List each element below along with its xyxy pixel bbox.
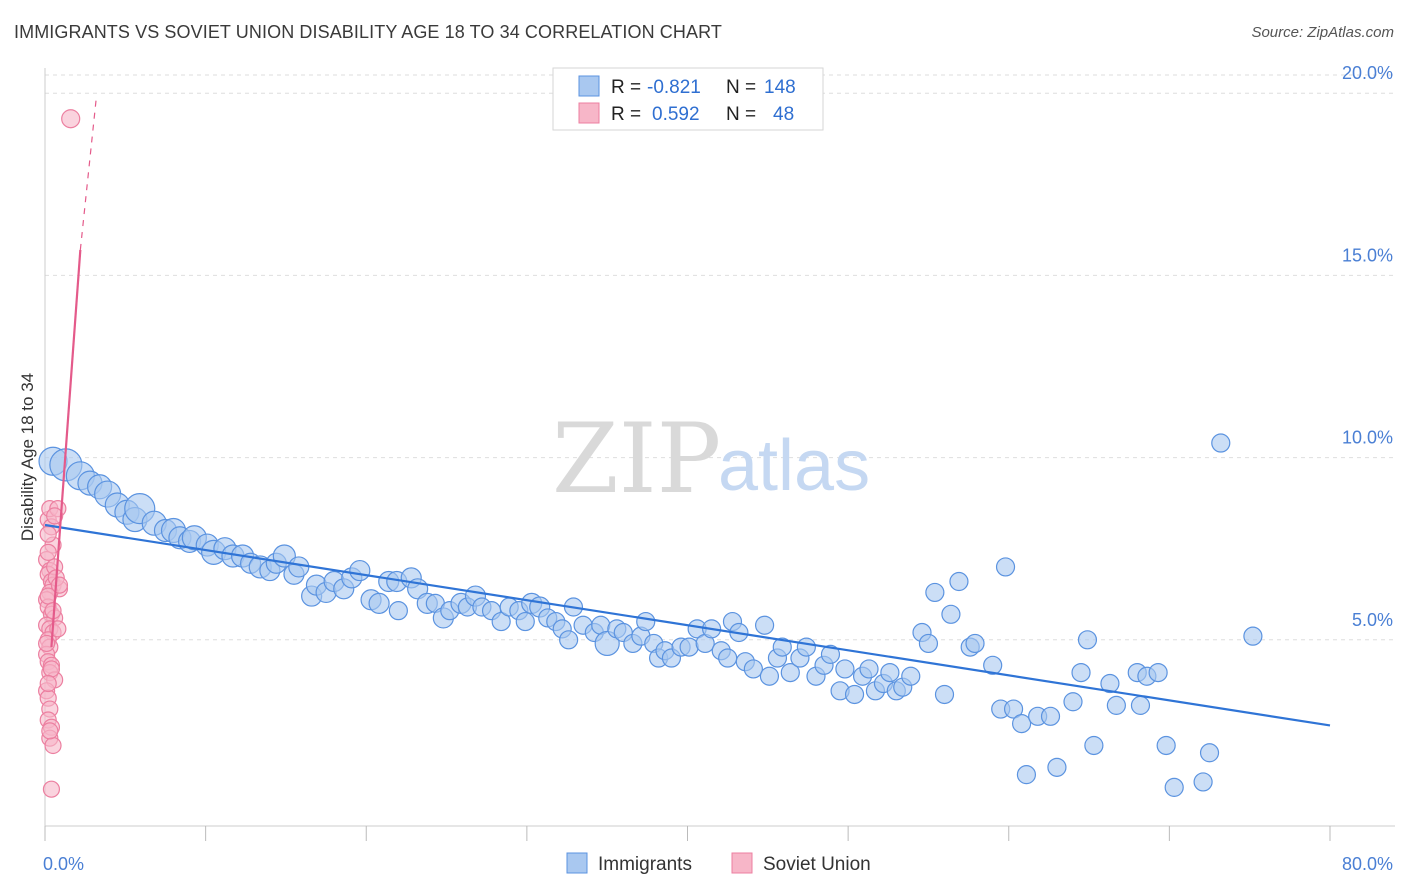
soviet-union-point: [50, 576, 69, 594]
bottom-legend-label-immigrants: Immigrants: [598, 854, 692, 875]
immigrants-point: [949, 571, 969, 592]
immigrants-point: [1243, 626, 1263, 646]
watermark-zip: ZIP: [552, 403, 721, 515]
soviet-union-point: [61, 109, 81, 129]
immigrants-point: [859, 659, 879, 679]
immigrants-point: [1047, 757, 1067, 777]
immigrants-point: [1164, 777, 1184, 797]
legend-r-value-2: 0.592: [652, 104, 700, 125]
legend-swatch-soviet-union: [578, 102, 600, 124]
immigrants-point: [1071, 662, 1091, 683]
immigrants-point: [1148, 662, 1168, 683]
immigrants-point: [1130, 695, 1151, 715]
immigrants-point: [780, 662, 800, 683]
immigrants-point: [983, 655, 1003, 675]
immigrants-point: [759, 666, 780, 686]
immigrants-point: [1106, 695, 1126, 715]
legend-n-label-2: N =: [726, 104, 756, 125]
legend-n-value-1: 148: [764, 77, 796, 98]
immigrants-point: [1084, 735, 1104, 756]
immigrants-point: [965, 633, 985, 654]
immigrants-point: [772, 637, 792, 657]
immigrants-point: [995, 557, 1016, 577]
immigrants-point: [844, 684, 865, 705]
x-tick-label-0: 0.0%: [43, 854, 84, 874]
series-legend: Immigrants Soviet Union: [566, 852, 871, 875]
source-label: Source: ZipAtlas.com: [1251, 24, 1394, 41]
immigrants-point: [349, 559, 371, 582]
immigrants-point: [1063, 692, 1083, 712]
soviet-union-point: [44, 736, 62, 755]
immigrants-point: [1016, 765, 1037, 785]
immigrants-point: [636, 611, 656, 632]
watermark-atlas: atlas: [718, 426, 870, 506]
trend-lines: [44, 96, 1331, 727]
immigrants-point: [835, 659, 855, 679]
legend-n-label-1: N =: [726, 77, 756, 98]
immigrants-point: [1156, 735, 1176, 756]
soviet-union-point: [42, 780, 61, 798]
axes: [44, 68, 1395, 841]
y-tick-label-1: 10.0%: [1342, 428, 1393, 448]
immigrants-point: [934, 684, 955, 705]
y-axis-label: Disability Age 18 to 34: [18, 373, 37, 541]
legend-n-value-2: 48: [773, 104, 794, 125]
immigrants-point: [1003, 699, 1024, 719]
immigrants-point: [491, 611, 511, 632]
immigrants-point: [1040, 706, 1061, 726]
immigrants-point: [288, 556, 310, 578]
immigrants-point: [368, 592, 390, 614]
immigrants-point: [559, 630, 579, 650]
legend-r-label-2: R =: [611, 104, 641, 125]
soviet-union-point: [41, 722, 59, 740]
x-tick-label-1: 80.0%: [1342, 854, 1393, 874]
immigrants-point: [679, 637, 699, 657]
y-tick-label-2: 15.0%: [1342, 245, 1393, 265]
legend-swatch-immigrants: [578, 75, 600, 97]
soviet-union-point: [38, 634, 56, 653]
immigrants-point: [1100, 673, 1120, 694]
soviet-union-point: [46, 507, 64, 525]
immigrants-point: [754, 615, 775, 635]
soviet-union-point: [39, 674, 57, 693]
immigrants-point: [1211, 433, 1231, 453]
soviet-union-point: [39, 525, 57, 543]
soviet-union-point: [42, 660, 61, 678]
immigrants-point: [1199, 743, 1220, 763]
immigrants-point: [1011, 714, 1032, 734]
immigrants-point: [718, 648, 738, 668]
bottom-legend-swatch-immigrants: [566, 852, 588, 874]
tick-labels: 5.0% 10.0% 15.0% 20.0% 0.0% 80.0%: [43, 63, 1393, 874]
immigrants-point: [901, 666, 921, 686]
bottom-legend-swatch-soviet-union: [731, 852, 753, 874]
immigrants-point: [925, 582, 945, 603]
immigrants-point: [388, 601, 408, 621]
y-tick-label-3: 20.0%: [1342, 63, 1393, 83]
soviet-union-point: [39, 543, 57, 561]
immigrants-point: [941, 604, 961, 624]
immigrants-point: [820, 644, 841, 664]
legend-r-value-1: -0.821: [647, 77, 701, 98]
immigrants-point: [796, 637, 816, 657]
scatter-points: [38, 109, 1263, 798]
soviet-union-trend-extension: [79, 96, 97, 250]
y-tick-label-0: 5.0%: [1352, 610, 1393, 630]
immigrants-point: [1193, 772, 1213, 792]
immigrants-point: [918, 633, 939, 654]
immigrants-point: [1077, 630, 1098, 650]
legend-r-label-1: R =: [611, 77, 641, 98]
bottom-legend-label-soviet-union: Soviet Union: [763, 854, 871, 875]
chart-title: IMMIGRANTS VS SOVIET UNION DISABILITY AG…: [14, 22, 722, 42]
immigrants-point: [515, 611, 535, 632]
immigrants-point: [880, 662, 900, 683]
immigrants-point: [743, 659, 763, 679]
soviet-union-trend-line: [50, 249, 82, 648]
immigrants-trend-line: [44, 523, 1331, 727]
correlation-legend: R = -0.821 N = 148 R = 0.592 N = 48: [552, 67, 824, 131]
